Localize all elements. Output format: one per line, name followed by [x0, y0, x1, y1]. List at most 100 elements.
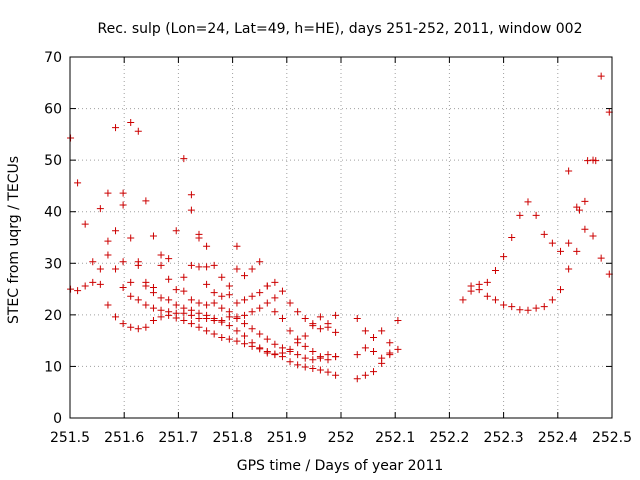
- data-point: [157, 251, 165, 259]
- data-point: [301, 332, 309, 340]
- data-point: [597, 72, 605, 80]
- data-point: [157, 261, 165, 269]
- data-point: [378, 327, 386, 335]
- y-tick-label: 30: [44, 256, 62, 272]
- data-point: [263, 282, 271, 290]
- data-point: [104, 251, 112, 259]
- data-point: [195, 230, 203, 238]
- x-tick-label: 252.1: [375, 430, 415, 446]
- data-point: [309, 347, 317, 355]
- data-point: [218, 317, 226, 325]
- data-point: [316, 354, 324, 362]
- data-point: [149, 232, 157, 240]
- data-point: [142, 323, 150, 331]
- data-point: [557, 247, 565, 255]
- data-point: [67, 134, 75, 142]
- data-point: [157, 306, 165, 314]
- data-point: [241, 311, 249, 319]
- data-point: [353, 351, 361, 359]
- data-point: [112, 265, 120, 273]
- data-point: [301, 342, 309, 350]
- data-point: [524, 306, 532, 314]
- data-point: [149, 284, 157, 292]
- data-point: [195, 323, 203, 331]
- data-point: [378, 354, 386, 362]
- data-point: [353, 375, 361, 383]
- data-point: [467, 282, 475, 290]
- data-point: [187, 261, 195, 269]
- data-point: [301, 314, 309, 322]
- x-tick-label: 252.2: [429, 430, 469, 446]
- data-point: [203, 311, 211, 319]
- data-point: [524, 198, 532, 206]
- data-point: [248, 292, 256, 300]
- data-point: [149, 304, 157, 312]
- data-point: [475, 286, 483, 294]
- data-point: [294, 335, 302, 343]
- data-point: [233, 327, 241, 335]
- data-point: [127, 118, 135, 126]
- data-point: [225, 322, 233, 330]
- data-point: [271, 308, 279, 316]
- data-point: [210, 299, 218, 307]
- x-axis-title: GPS time / Days of year 2011: [237, 458, 444, 474]
- data-point: [203, 327, 211, 335]
- y-tick-label: 50: [44, 153, 62, 169]
- data-point: [394, 345, 402, 353]
- data-point: [370, 347, 378, 355]
- data-point: [271, 340, 279, 348]
- x-tick-label: 251.5: [50, 430, 90, 446]
- data-point: [119, 201, 127, 209]
- data-point: [112, 313, 120, 321]
- data-point: [256, 344, 264, 352]
- data-point: [112, 227, 120, 235]
- data-point: [548, 239, 556, 247]
- data-point: [195, 309, 203, 317]
- data-point: [278, 287, 286, 295]
- data-point: [218, 292, 226, 300]
- data-point: [241, 340, 249, 348]
- data-point: [218, 273, 226, 281]
- data-point: [172, 309, 180, 317]
- data-point: [218, 334, 226, 342]
- data-point: [142, 282, 150, 290]
- data-point: [508, 303, 516, 311]
- data-point: [248, 308, 256, 316]
- data-point: [540, 230, 548, 238]
- data-point: [459, 296, 467, 304]
- data-point: [104, 301, 112, 309]
- data-point: [225, 291, 233, 299]
- data-point: [203, 263, 211, 271]
- axis-ticks: 251.5 251.6 251.7 251.8 251.9 252 252.1 252.2 25…: [44, 50, 632, 446]
- data-point: [210, 330, 218, 338]
- data-point: [491, 296, 499, 304]
- data-point: [233, 337, 241, 345]
- data-point: [180, 273, 188, 281]
- data-point: [112, 124, 120, 132]
- data-point: [309, 364, 317, 372]
- data-point: [248, 265, 256, 273]
- data-point: [309, 356, 317, 364]
- data-point: [516, 211, 524, 219]
- data-point: [316, 366, 324, 374]
- data-point: [187, 296, 195, 304]
- x-tick-label: 252.4: [538, 430, 578, 446]
- data-point: [81, 282, 89, 290]
- y-tick-label: 70: [44, 50, 62, 66]
- data-point: [592, 157, 600, 165]
- data-point: [172, 301, 180, 309]
- data-point: [149, 317, 157, 325]
- data-point: [256, 258, 264, 266]
- data-point: [332, 371, 340, 379]
- data-point: [203, 280, 211, 288]
- data-point: [353, 314, 361, 322]
- data-point: [96, 265, 104, 273]
- data-point: [278, 344, 286, 352]
- data-point: [581, 197, 589, 205]
- data-point: [134, 296, 142, 304]
- data-point: [142, 197, 150, 205]
- data-point: [203, 301, 211, 309]
- data-point: [165, 275, 173, 283]
